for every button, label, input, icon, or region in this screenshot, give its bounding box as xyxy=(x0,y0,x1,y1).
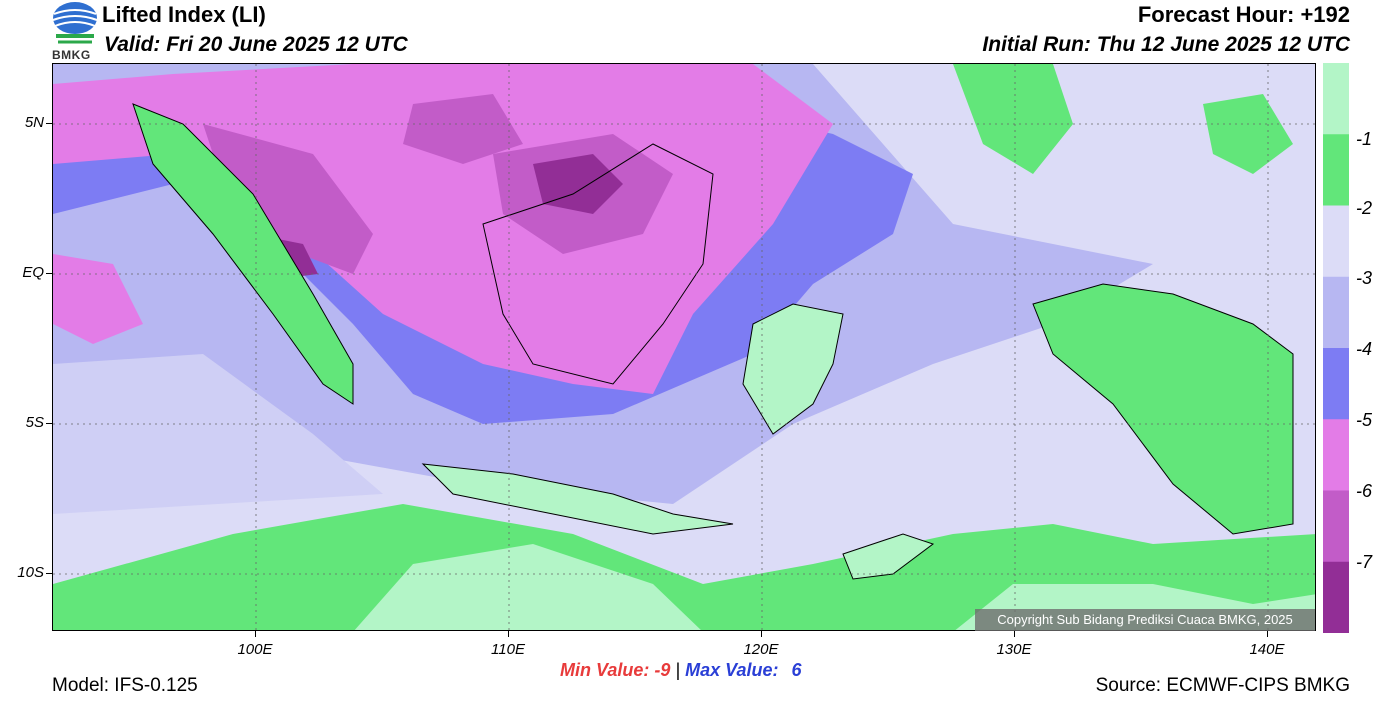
lat-tick xyxy=(46,573,52,574)
colorbar xyxy=(1323,63,1349,634)
colorbar-label: -3 xyxy=(1356,268,1373,288)
lon-label-140e: 140E xyxy=(1249,641,1285,658)
colorbar-swatch xyxy=(1323,419,1349,491)
lat-label-10s: 10S xyxy=(17,564,44,581)
lon-tick xyxy=(508,631,509,637)
copyright-notice: Copyright Sub Bidang Prediksi Cuaca BMKG… xyxy=(975,609,1315,631)
max-value-label: Max Value: xyxy=(685,660,779,680)
forecast-hour: Forecast Hour: +192 xyxy=(1137,2,1350,27)
map-title: Lifted Index (LI) xyxy=(102,2,266,27)
colorbar-label: -2 xyxy=(1356,198,1373,218)
colorbar-swatches xyxy=(1323,63,1349,634)
valid-time: Valid: Fri 20 June 2025 12 UTC xyxy=(104,33,408,56)
colorbar-swatch xyxy=(1323,63,1349,135)
colorbar-label: -7 xyxy=(1356,552,1373,572)
lon-tick xyxy=(1014,631,1015,637)
colorbar-label: -1 xyxy=(1356,129,1373,149)
colorbar-swatch xyxy=(1323,276,1349,349)
colorbar-swatch xyxy=(1323,134,1349,206)
colorbar-swatch xyxy=(1323,348,1349,420)
lat-label-5s: 5S xyxy=(25,414,44,431)
source-info: Source: ECMWF-CIPS BMKG xyxy=(1095,675,1350,696)
lon-tick xyxy=(761,631,762,637)
min-value: -9 xyxy=(654,660,671,680)
lat-tick xyxy=(46,423,52,424)
model-info: Model: IFS-0.125 xyxy=(52,675,198,696)
lat-label-5n: 5N xyxy=(24,114,44,131)
initial-run: Initial Run: Thu 12 June 2025 12 UTC xyxy=(982,33,1350,56)
lon-label-100e: 100E xyxy=(237,641,273,658)
colorbar-label: -4 xyxy=(1356,339,1373,359)
logo-text: BMKG xyxy=(52,48,91,62)
lifted-index-map xyxy=(52,63,1316,631)
separator: | xyxy=(675,660,681,680)
min-max-values: Min Value: -9 | Max Value: 6 xyxy=(560,660,802,681)
lon-tick xyxy=(255,631,256,637)
colorbar-swatch xyxy=(1323,205,1349,278)
bmkg-logo xyxy=(50,0,100,60)
colorbar-label: -6 xyxy=(1356,481,1373,501)
colorbar-swatch xyxy=(1323,561,1349,634)
max-value: 6 xyxy=(791,660,802,680)
lon-tick xyxy=(1267,631,1268,637)
lat-tick xyxy=(46,123,52,124)
lon-label-110e: 110E xyxy=(491,641,525,658)
min-value-label: Min Value: xyxy=(560,660,650,680)
map-field xyxy=(53,64,1315,630)
colorbar-label: -5 xyxy=(1356,410,1373,430)
lat-tick xyxy=(46,273,52,274)
lat-label-eq: EQ xyxy=(22,264,44,281)
colorbar-swatch xyxy=(1323,490,1349,563)
lon-label-130e: 130E xyxy=(996,641,1032,658)
lon-label-120e: 120E xyxy=(743,641,779,658)
